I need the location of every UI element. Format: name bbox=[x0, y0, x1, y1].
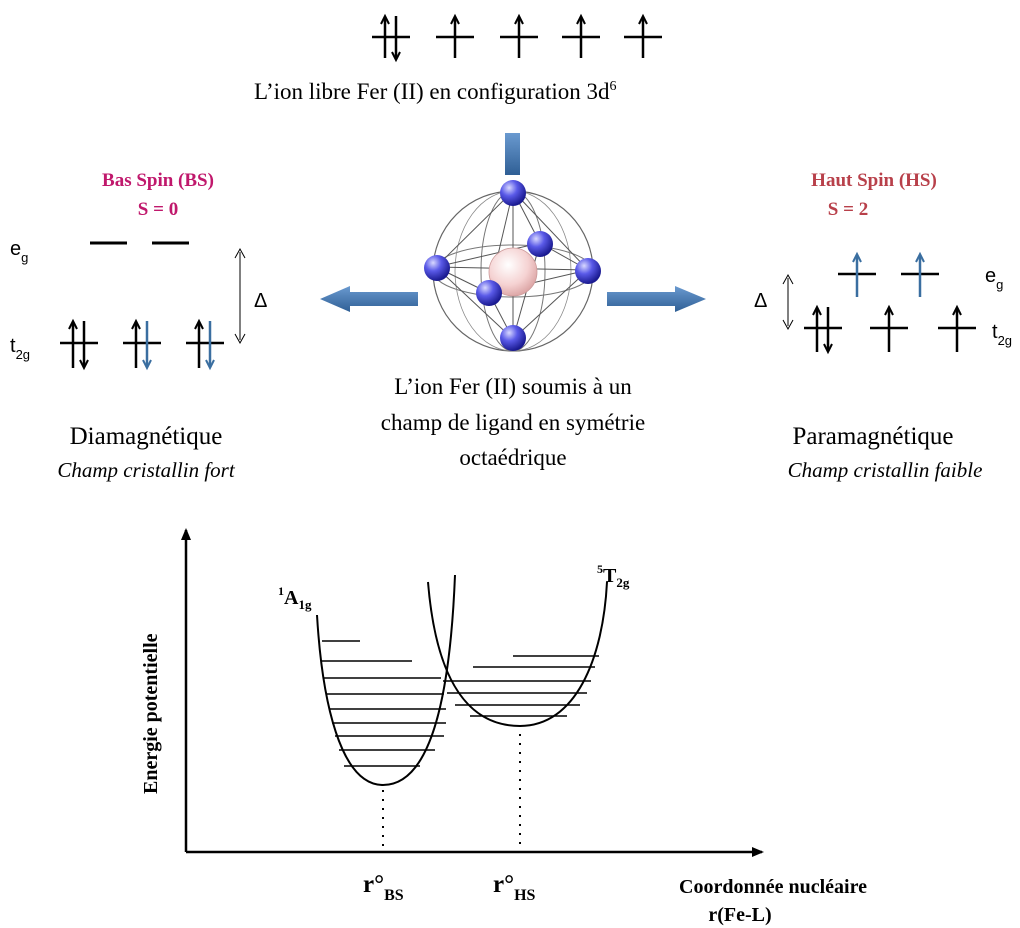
center-caption-line1: L’ion Fer (II) soumis à un bbox=[394, 374, 632, 399]
low-spin-t2g-orbital-1 bbox=[60, 318, 98, 371]
left-arrow-to-low-spin bbox=[320, 286, 418, 312]
high-spin-state-label: 5T2g bbox=[597, 562, 630, 590]
low-spin-t2g-label: t2g bbox=[10, 335, 30, 362]
high-spin-value: S = 2 bbox=[828, 199, 868, 220]
ligand-sphere-right bbox=[575, 258, 601, 284]
iron-center-sphere bbox=[488, 247, 538, 297]
ligand-sphere-back bbox=[527, 231, 553, 257]
high-spin-delta-label: Δ bbox=[754, 290, 767, 312]
low-spin-value: S = 0 bbox=[138, 199, 178, 220]
low-spin-state-label: 1A1g bbox=[278, 584, 312, 612]
ligand-sphere-bottom bbox=[500, 325, 526, 351]
low-spin-vibrational-levels bbox=[322, 640, 446, 767]
high-spin-t2g-label: t2g bbox=[992, 321, 1012, 348]
ligand-sphere-front bbox=[476, 280, 502, 306]
high-spin-vibrational-levels bbox=[443, 655, 599, 717]
x-axis-label-line2: r(Fe-L) bbox=[708, 904, 771, 926]
y-axis-label: Energie potentielle bbox=[140, 633, 162, 794]
free-ion-orbital-paired bbox=[372, 13, 410, 63]
low-spin-title: Bas Spin (BS) bbox=[102, 170, 214, 191]
high-spin-title: Haut Spin (HS) bbox=[811, 170, 937, 191]
low-spin-magnetism: Diamagnétique bbox=[70, 423, 223, 450]
high-spin-t2g-orbital-1 bbox=[804, 304, 842, 355]
free-ion-orbital-4 bbox=[562, 13, 600, 58]
octahedral-complex-illustration bbox=[424, 180, 601, 352]
right-arrow-to-high-spin bbox=[607, 286, 706, 312]
free-ion-label: L’ion libre Fer (II) en configuration 3d… bbox=[254, 79, 617, 104]
high-spin-eg-orbitals bbox=[838, 251, 939, 297]
low-spin-field: Champ cristallin fort bbox=[57, 458, 236, 482]
high-spin-potential-well bbox=[427, 581, 608, 728]
free-ion-orbital-5 bbox=[624, 13, 662, 58]
x-axis-label-line1: Coordonnée nucléaire bbox=[679, 876, 867, 898]
center-caption-line3: octaédrique bbox=[459, 445, 566, 470]
ligand-sphere-left bbox=[424, 255, 450, 281]
r-bs-label: r°BS bbox=[363, 871, 404, 904]
free-ion-orbital-2 bbox=[436, 13, 474, 58]
low-spin-delta-label: Δ bbox=[254, 290, 267, 312]
high-spin-eg-orbital-2 bbox=[901, 251, 939, 297]
center-caption-line2: champ de ligand en symétrie bbox=[381, 410, 645, 435]
free-ion-orbitals bbox=[372, 13, 662, 63]
high-spin-eg-orbital-1 bbox=[838, 251, 876, 297]
ligand-sphere-top bbox=[500, 180, 526, 206]
low-spin-eg-label: eg bbox=[10, 238, 28, 265]
low-spin-t2g-orbital-3 bbox=[186, 318, 224, 371]
high-spin-eg-label: eg bbox=[985, 265, 1003, 292]
low-spin-potential-well bbox=[316, 574, 456, 787]
low-spin-t2g-orbital-2 bbox=[123, 318, 161, 371]
free-ion-orbital-3 bbox=[500, 13, 538, 58]
r-hs-label: r°HS bbox=[493, 871, 536, 904]
low-spin-t2g-orbitals bbox=[60, 318, 224, 371]
high-spin-t2g-orbital-2 bbox=[870, 304, 908, 352]
high-spin-magnetism: Paramagnétique bbox=[792, 423, 953, 450]
high-spin-field: Champ cristallin faible bbox=[788, 458, 983, 482]
high-spin-t2g-orbitals bbox=[804, 304, 976, 355]
potential-energy-diagram: Energie potentielle Coordonnée nucléaire… bbox=[140, 528, 867, 926]
down-arrow-to-complex bbox=[505, 133, 520, 175]
high-spin-t2g-orbital-3 bbox=[938, 304, 976, 352]
